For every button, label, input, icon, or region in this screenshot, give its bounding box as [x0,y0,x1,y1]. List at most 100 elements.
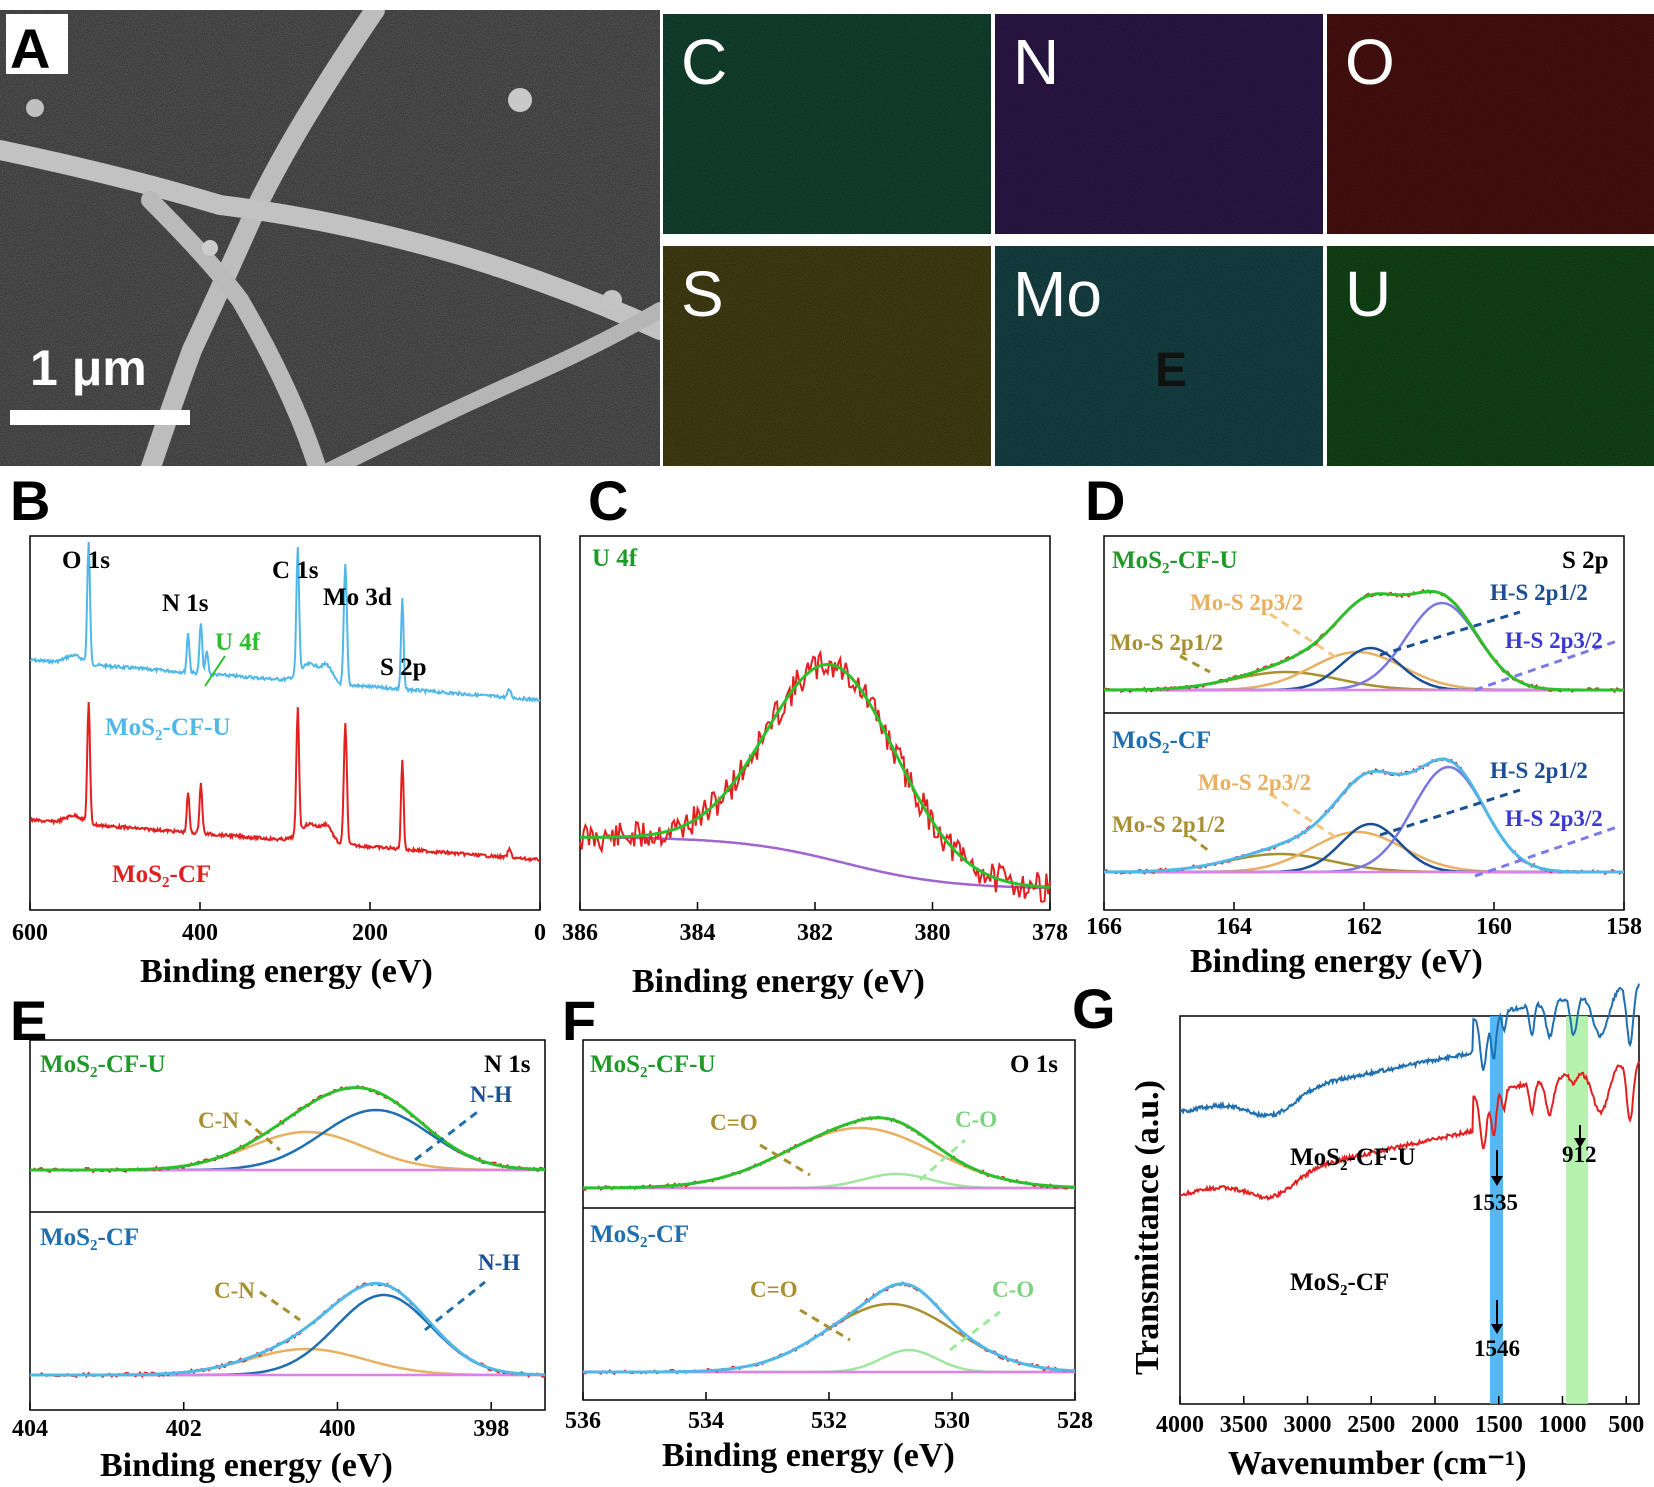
peak-label: O 1s [62,547,110,574]
x-tick-label: 536 [565,1408,601,1434]
series-label: MoS₂-CF-U [1290,1144,1416,1171]
x-tick-label: 398 [473,1416,509,1442]
component-label: N-H [470,1082,512,1107]
x-axis-label: Binding energy (eV) [662,1437,955,1474]
component-label: C-N [214,1278,255,1303]
x-tick-label: 600 [12,920,48,946]
map-label: S [681,258,724,330]
series-label: MoS₂-CF-U [1112,547,1238,574]
x-tick-label: 380 [915,920,951,946]
x-axis-label: Binding energy (eV) [632,963,925,1000]
peak-label: N 1s [162,590,209,617]
x-tick-label: 2500 [1347,1412,1395,1438]
leader-line [949,1310,1001,1352]
component-label: C-O [992,1277,1034,1302]
x-tick-label: 534 [688,1408,724,1434]
eds-map-n: N [995,14,1323,234]
leader-line [424,1280,486,1332]
panel-d-s2p: D 166 164 162 160 158 MoS₂-CF-U S 2p MoS₂-CF… [1085,469,1642,980]
x-tick-label: 160 [1476,914,1512,940]
leader-line [244,1118,281,1152]
component-label: H-S 2p1/2 [1490,758,1588,783]
leader-line [1379,610,1521,657]
component-curve [30,1293,545,1377]
map-label: O [1345,26,1395,98]
map-label: C [681,26,727,98]
series-line-mos2-cf-u [1179,983,1640,1119]
envelope-fit [1104,757,1624,874]
x-tick-label: 158 [1606,914,1642,940]
eds-map-s: S [663,246,991,466]
panel-label-g: G [1072,977,1116,1040]
component-label: H-S 2p3/2 [1505,628,1603,653]
leader-line [259,1290,301,1322]
peak-label: U 4f [215,629,261,656]
leader-line [1474,824,1621,878]
peak-mark: 1535 [1472,1190,1518,1215]
x-tick-label: 3000 [1284,1412,1332,1438]
axes-frame [579,535,1051,911]
peak-mark: 912 [1562,1142,1597,1167]
panel-title: S 2p [1562,547,1609,574]
map-overlay-letter: E [1155,344,1187,397]
component-curve [583,1348,1075,1374]
envelope-fit [30,1086,546,1172]
component-label: Mo-S 2p1/2 [1110,630,1223,655]
panel-title: N 1s [484,1051,531,1078]
panel-title: U 4f [592,545,638,572]
peak-label: S 2p [380,654,427,681]
panel-label-c: C [588,469,628,532]
component-label: C=O [750,1277,798,1302]
component-label: N-H [478,1250,520,1275]
peak-label: Mo 3d [323,584,392,611]
component-label: Mo-S 2p1/2 [1112,812,1225,837]
series-label: MoS₂-CF-U [40,1051,166,1078]
leader-line [759,1143,811,1177]
highlight-band-blue [1490,1016,1503,1404]
x-axis-label: Binding energy (eV) [100,1447,393,1484]
x-tick-label: 1000 [1539,1412,1587,1438]
fit-line [580,662,1051,889]
x-tick-label: 0 [534,920,546,946]
x-tick-label: 166 [1086,914,1122,940]
eds-map-c: C [663,14,991,234]
x-axis-label: Binding energy (eV) [140,953,433,990]
panel-label-d: D [1085,469,1125,532]
scale-bar-label: 1 μm [30,340,147,396]
map-label: Mo [1013,258,1102,330]
x-tick-label: 400 [319,1416,355,1442]
map-label: U [1345,258,1391,330]
component-label: C=O [710,1110,758,1135]
x-tick-label: 402 [166,1416,202,1442]
x-axis-label: Wavenumber (cm⁻¹) [1228,1445,1527,1482]
leader-line [1189,834,1211,854]
panel-f-o1s: F 536 534 532 530 528 MoS₂-CF-U O 1s MoS₂-CF… [562,989,1093,1474]
panel-label-e: E [10,989,47,1052]
x-tick-label: 530 [934,1408,970,1434]
component-curve [30,1130,545,1172]
series-line-mos2-cf [29,702,541,863]
map-label: N [1013,26,1059,98]
panel-g-ftir: G 4000 3500 3000 2500 2000 1500 1000 500 1535 9… [1072,977,1644,1482]
envelope-fit [1104,589,1624,692]
eds-map-o: O [1327,14,1654,234]
eds-map-mo: Mo E [995,246,1323,466]
x-tick-label: 3500 [1220,1412,1268,1438]
panel-label-b: B [10,469,50,532]
envelope-fit [583,1116,1075,1190]
raw-data-line [29,1084,546,1174]
series-label: MoS₂-CF [112,861,211,888]
series-line-mos2-cf-u [29,541,541,703]
component-label: H-S 2p3/2 [1505,806,1603,831]
leader-line [919,1138,966,1182]
series-line-mos2-cf [1179,1061,1640,1202]
x-tick-label: 386 [562,920,598,946]
peak-label: C 1s [272,557,319,584]
leader-line [1269,612,1341,662]
component-label: Mo-S 2p3/2 [1198,770,1311,795]
x-axis-label: Binding energy (eV) [1190,943,1483,980]
component-label: H-S 2p1/2 [1490,580,1588,605]
component-curve [30,1347,545,1377]
axes-frame [582,1039,1076,1401]
